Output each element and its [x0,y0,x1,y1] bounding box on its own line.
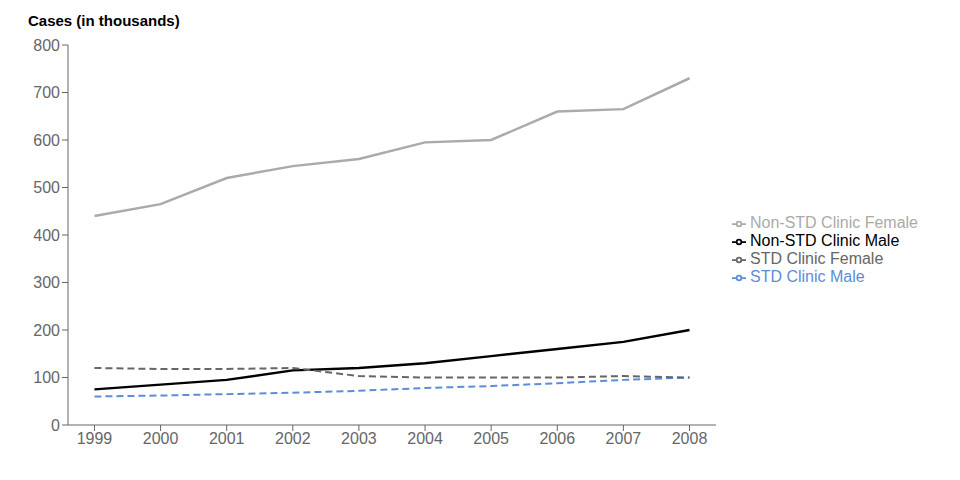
svg-text:2000: 2000 [143,430,179,447]
svg-text:1999: 1999 [77,430,113,447]
svg-text:100: 100 [33,369,60,386]
html-text:Cases (in thousands): Cases (in thousands) [28,12,180,29]
svg-text:800: 800 [33,37,60,54]
svg-text:600: 600 [33,132,60,149]
svg-text:2004: 2004 [407,430,443,447]
svg-text:2001: 2001 [209,430,245,447]
html-text:Non-STD Clinic Male: Non-STD Clinic Male [750,232,900,249]
html-text:STD Clinic Male: STD Clinic Male [750,268,865,285]
svg-text:2005: 2005 [473,430,509,447]
svg-text:2002: 2002 [275,430,311,447]
svg-text:500: 500 [33,179,60,196]
html-text:Non-STD Clinic Female: Non-STD Clinic Female [750,214,918,231]
html-text:STD Clinic Female: STD Clinic Female [750,250,884,267]
svg-text:2003: 2003 [341,430,377,447]
svg-text:200: 200 [33,322,60,339]
svg-text:2008: 2008 [672,430,708,447]
svg-text:300: 300 [33,274,60,291]
svg-text:2007: 2007 [606,430,642,447]
svg-text:400: 400 [33,227,60,244]
svg-text:700: 700 [33,84,60,101]
svg-text:0: 0 [51,417,60,434]
svg-text:2006: 2006 [539,430,575,447]
